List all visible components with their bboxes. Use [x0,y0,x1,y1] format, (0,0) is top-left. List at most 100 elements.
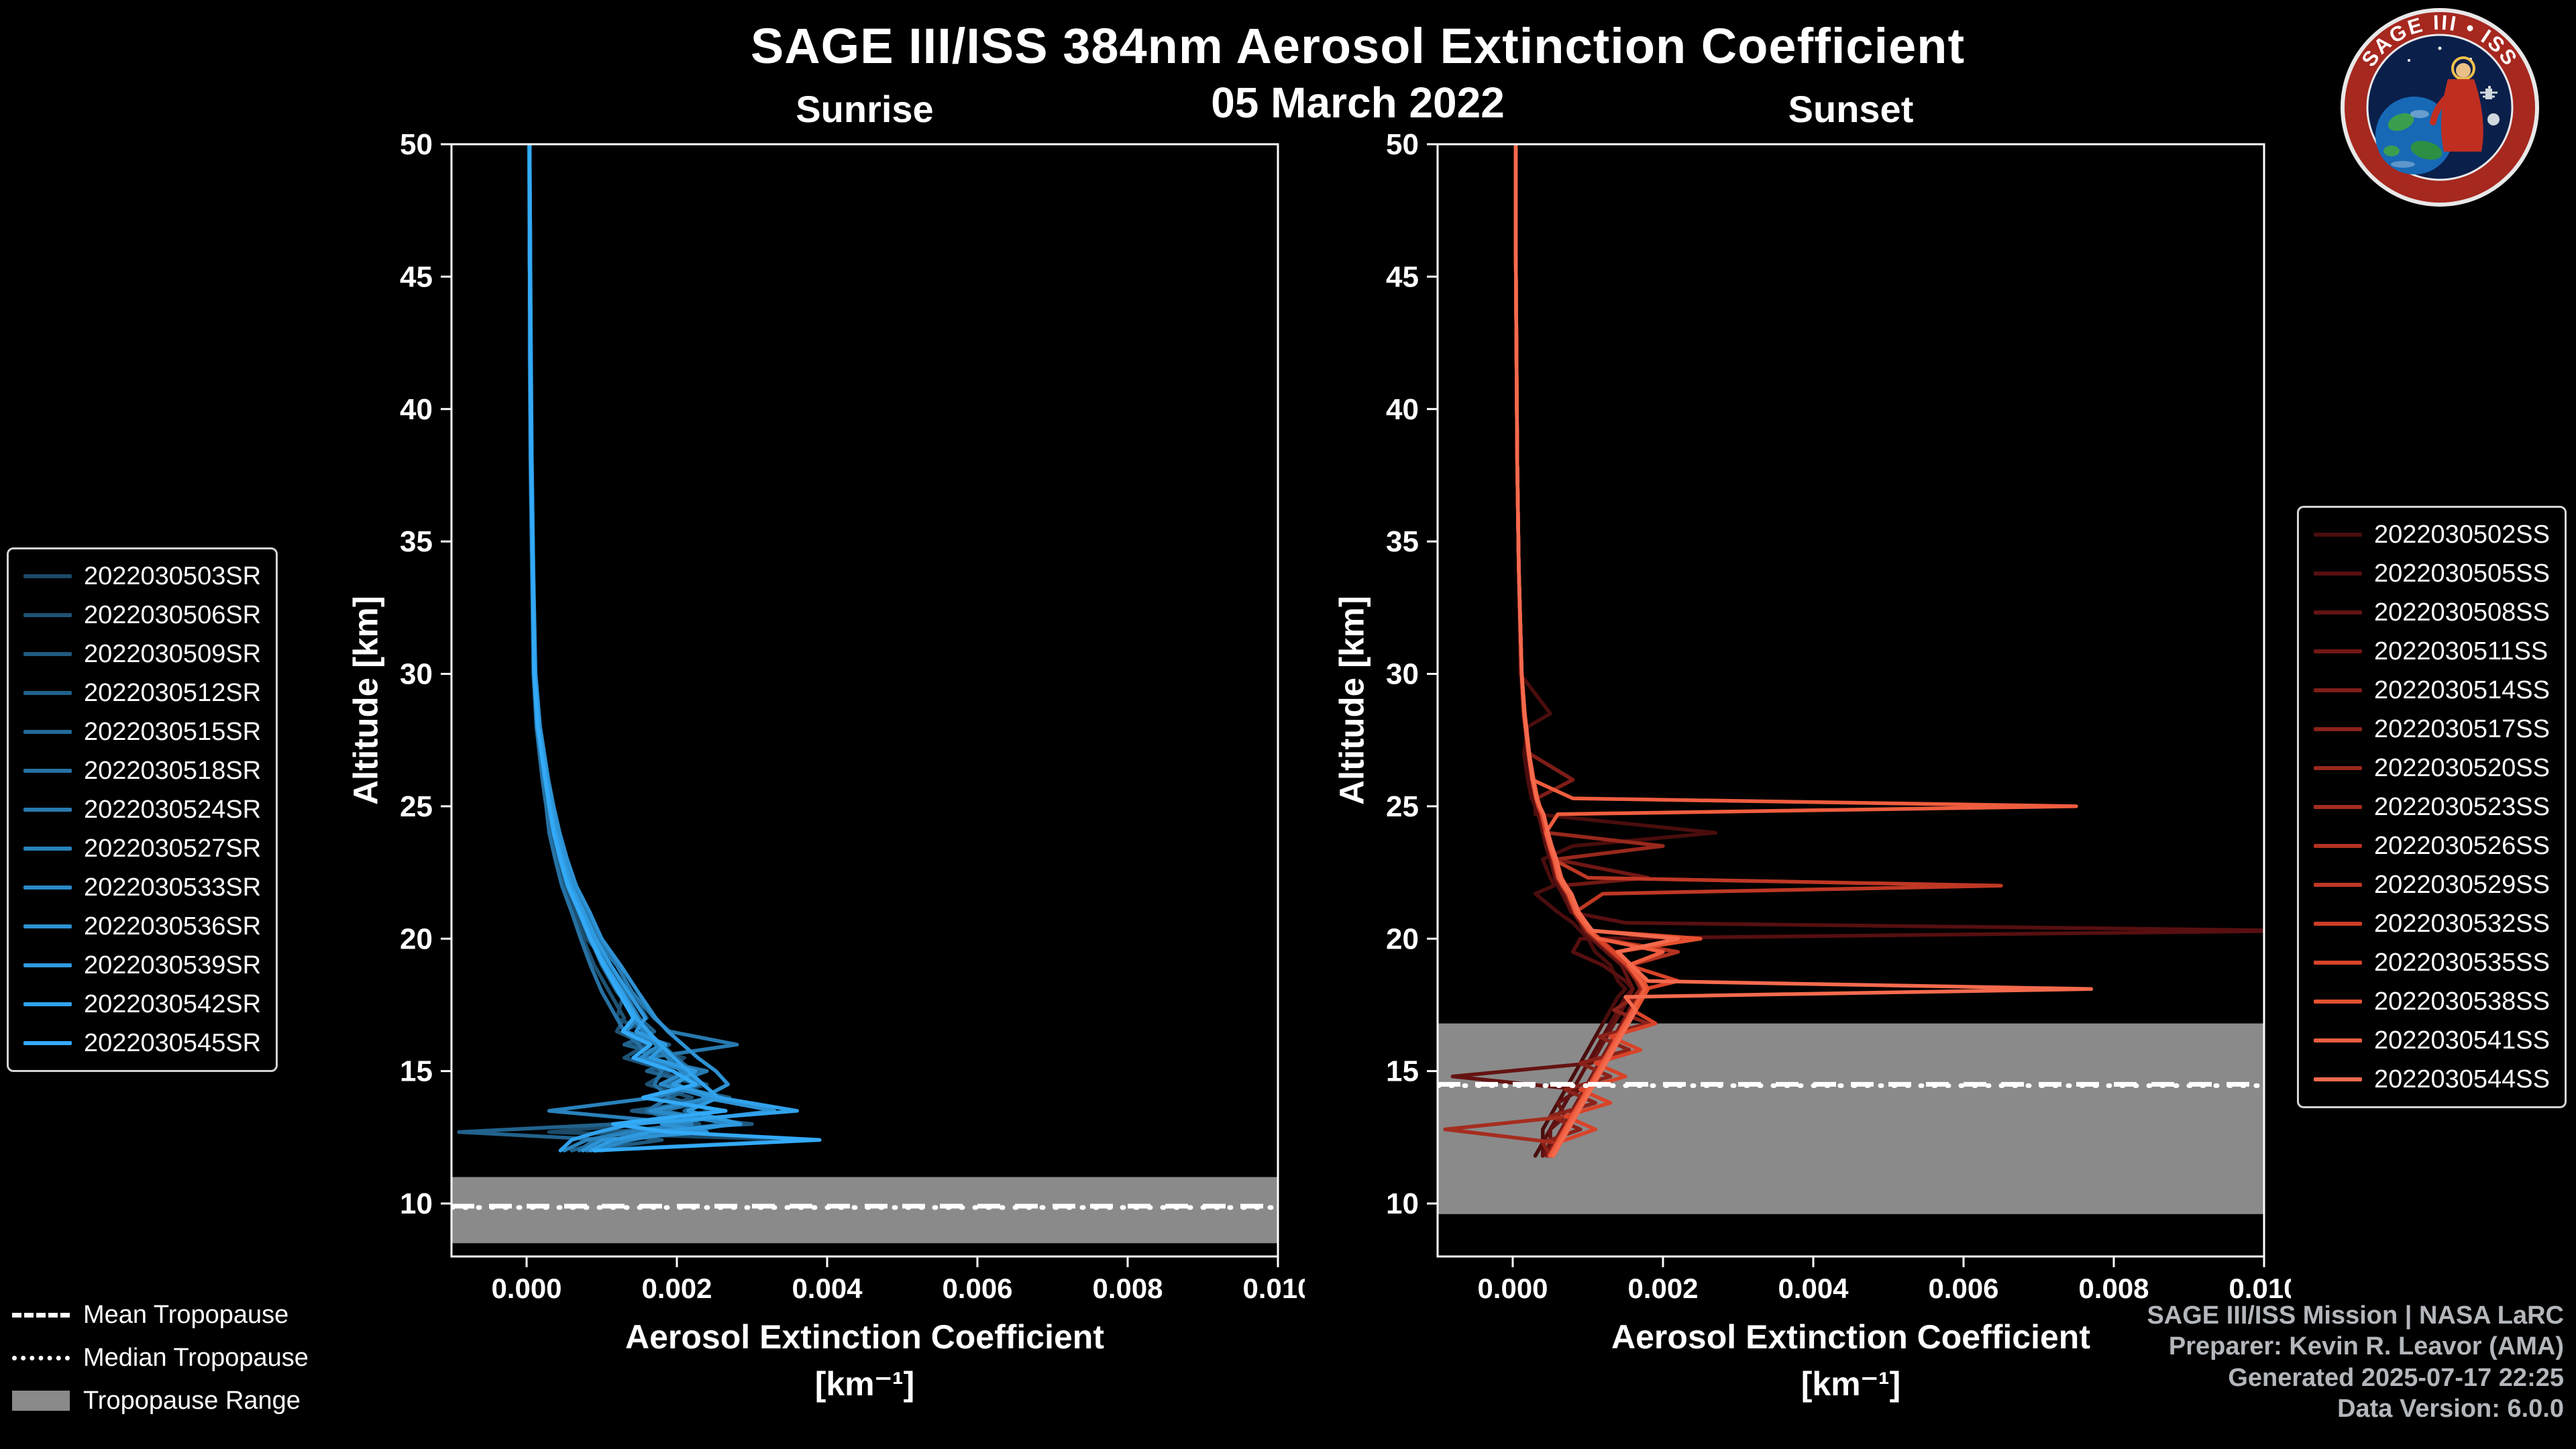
legend-item: 2022030514SS [2313,674,2550,706]
sunset-chart: 0.000 0.002 0.004 0.006 0.008 0.010 10 15 20 25 30… [1386,128,2300,1304]
legend-line-swatch [2313,533,2362,537]
legend-label: 2022030532SS [2373,909,2550,938]
legend-item: 2022030520SS [2313,752,2550,784]
legend-item: 2022030509SR [23,638,261,670]
date-label: 05 March 2022 [1211,78,1505,127]
legend-line-swatch [2313,922,2362,926]
y-tick-label: 50 [1386,131,1419,161]
legend-label: 2022030508SS [2373,598,2550,627]
mean-tropopause-label: Mean Tropopause [83,1300,289,1329]
legend-item: 2022030544SS [2313,1063,2550,1095]
tropopause-legend: Mean Tropopause Median Tropopause Tropop… [12,1300,309,1415]
legend-line-swatch [2313,961,2362,965]
sunrise-legend: 2022030503SR 2022030506SR 2022030509SR 2022… [7,547,278,1072]
legend-label: 2022030541SS [2373,1026,2550,1055]
y-tick-label: 50 [400,131,433,161]
tropopause-range-band [451,1177,1278,1244]
sunset-y-axis-label: Altitude [km] [1332,596,1371,805]
legend-item: 2022030539SR [23,949,261,981]
legend-line-swatch [2313,844,2362,848]
sunset-panel-title: Sunset [1788,88,1914,130]
satellite-icon [2480,89,2498,99]
profile-2022030511SS [1513,144,1650,1158]
legend-item: 2022030529SS [2313,869,2550,901]
sunrise-y-axis-label: Altitude [km] [346,596,385,805]
plot-border [1436,143,2265,1258]
legend-item: 2022030536SR [23,910,261,943]
legend-label: 2022030538SS [2373,987,2550,1016]
tropopause-range-label: Tropopause Range [83,1386,301,1415]
profile-2022030539SR [527,144,743,1152]
y-tick-label: 45 [1386,260,1419,293]
page-title: SAGE III/ISS 384nm Aerosol Extinction Co… [750,18,1966,74]
legend-line-swatch [2313,1000,2362,1004]
legend-label: 2022030524SR [84,795,262,824]
x-axis-label-text: Aerosol Extinction Coefficient [1611,1318,2090,1356]
star-icon [2438,46,2442,50]
legend-label: 2022030529SS [2373,870,2550,899]
y-tick-label: 10 [400,1187,433,1220]
legend-item: 2022030533SR [23,871,261,904]
y-tick-label: 45 [400,260,433,293]
legend-line-swatch [2313,727,2362,731]
sunset-plot: 0.000 0.002 0.004 0.006 0.008 0.010 10 15 20 25 30… [1324,128,2300,1350]
legend-label: 2022030517SS [2373,714,2550,743]
sunrise-chart: 0.000 0.002 0.004 0.006 0.008 0.010 10 15 20 25 30… [400,128,1313,1304]
profile-2022030526SS [1513,144,1680,1158]
y-tick-label: 20 [400,922,433,955]
legend-label: 2022030506SR [84,600,262,629]
legend-item: 2022030524SR [23,794,261,826]
legend-label: 2022030520SS [2373,753,2550,782]
legend-item: 2022030527SR [23,833,261,865]
legend-line-swatch [2313,610,2362,614]
legend-line-swatch [23,1002,72,1006]
x-tick-label: 0.002 [1627,1273,1698,1304]
legend-line-swatch [23,652,72,656]
profile-2022030517SS [1513,144,1650,1158]
legend-item: 2022030512SR [23,677,261,709]
x-axis-label-units: [km⁻¹] [1801,1365,1901,1403]
legend-line-swatch [23,574,72,578]
legend-line-swatch [23,885,72,890]
sunset-x-axis-label: Aerosol Extinction Coefficient [km⁻¹] [1611,1313,2090,1407]
legend-line-swatch [23,1041,72,1045]
legend-line-swatch [23,847,72,851]
x-tick-label: 0.000 [1477,1273,1548,1304]
legend-label: 2022030523SS [2373,792,2550,821]
profile-2022030503SR [527,144,807,1152]
profile-2022030545SR [527,144,822,1152]
profile-2022030502SS [1513,144,1718,1158]
legend-line-swatch [2313,883,2362,887]
legend-label: 2022030502SS [2373,520,2550,549]
x-tick-label: 0.006 [942,1273,1012,1304]
legend-label: 2022030536SR [84,912,262,941]
profile-2022030506SR [527,144,702,1152]
legend-line-swatch [2313,1077,2362,1081]
median-tropopause-label: Median Tropopause [83,1343,309,1372]
x-tick-label: 0.004 [1778,1273,1849,1304]
y-tick-label: 10 [1386,1187,1419,1220]
x-tick-label: 0.000 [491,1273,561,1304]
legend-label: 2022030544SS [2373,1065,2550,1093]
x-tick-label: 0.008 [2078,1273,2149,1304]
legend-label: 2022030503SR [84,561,262,590]
legend-label: 2022030511SS [2373,637,2548,665]
y-tick-label: 40 [400,393,433,426]
mean-tropopause-legend-item: Mean Tropopause [12,1300,309,1330]
gray-band-swatch [12,1391,70,1411]
x-tick-label: 0.002 [641,1273,712,1304]
profile-2022030532SS [1513,144,1695,1158]
legend-label: 2022030518SR [84,756,262,785]
sunrise-plot: 0.000 0.002 0.004 0.006 0.008 0.010 10 15 20 25 30… [337,128,1313,1350]
legend-item: 2022030511SS [2313,635,2550,667]
dashed-line-swatch [12,1312,70,1318]
profile-2022030544SS [1513,144,2094,1158]
profile-2022030529SS [1513,144,2003,1158]
legend-line-swatch [2313,805,2362,809]
star-icon [2408,59,2410,62]
legend-item: 2022030505SS [2313,557,2550,590]
profile-2022030542SR [527,144,799,1152]
x-axis-label-text: Aerosol Extinction Coefficient [625,1318,1104,1356]
dotted-line-swatch [12,1355,70,1360]
